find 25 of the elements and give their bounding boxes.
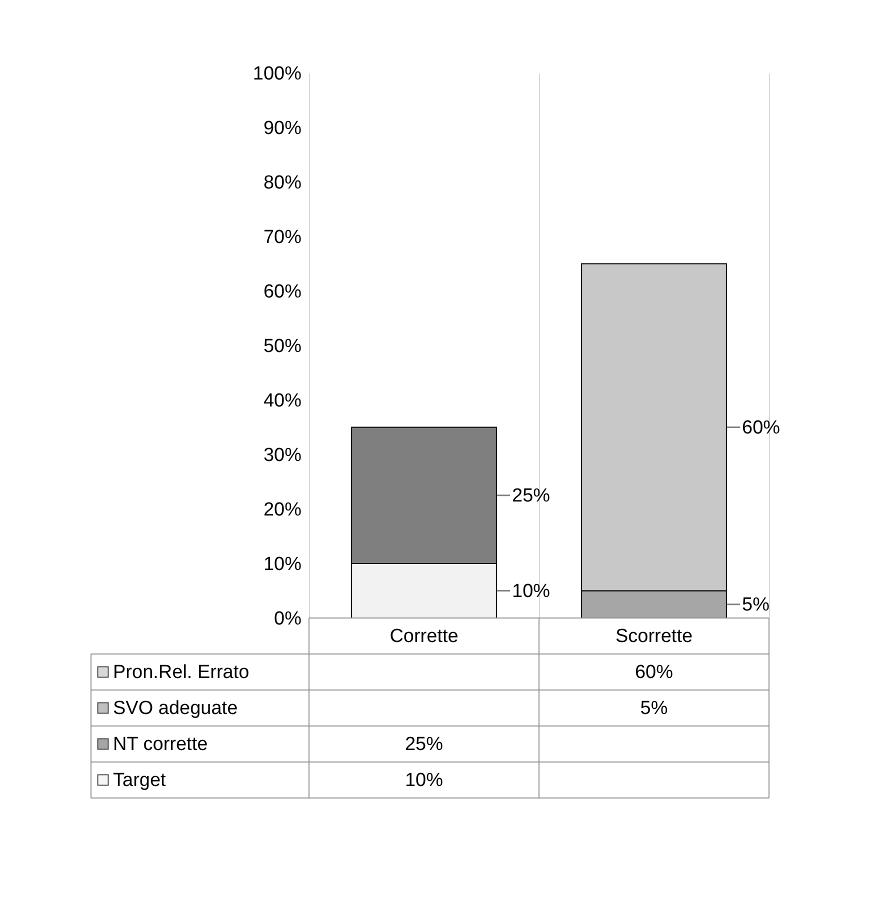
x-tick-label: Corrette: [390, 626, 458, 647]
y-tick-label: 90%: [263, 118, 302, 139]
text: 5%: [640, 698, 668, 719]
legend-label: SVO adeguate: [113, 698, 238, 719]
x-tick-label: Scorrette: [615, 626, 693, 647]
y-tick-label: 60%: [263, 282, 302, 302]
y-tick-label: 80%: [263, 172, 302, 194]
y-tick-label: 10%: [263, 554, 302, 575]
y-tick-label: 20%: [263, 500, 302, 520]
data-label: 10%: [512, 580, 550, 602]
y-tick-label: 100%: [252, 64, 302, 84]
y-tick-label: 30%: [263, 445, 302, 466]
legend-label: NT corrette: [113, 734, 208, 755]
legend-label: Target: [113, 770, 167, 791]
text: 25%: [404, 734, 444, 755]
y-tick-label: 70%: [263, 227, 302, 248]
text: 60%: [634, 662, 674, 683]
data-label: 5%: [742, 594, 770, 616]
data-label: 60%: [742, 417, 780, 438]
text: 10%: [404, 770, 444, 791]
y-tick-label: 50%: [263, 336, 302, 357]
y-tick-label: 40%: [263, 390, 302, 412]
data-label: 25%: [512, 485, 550, 506]
legend-label: Pron.Rel. Errato: [113, 662, 250, 683]
y-tick-label: 0%: [274, 608, 302, 630]
